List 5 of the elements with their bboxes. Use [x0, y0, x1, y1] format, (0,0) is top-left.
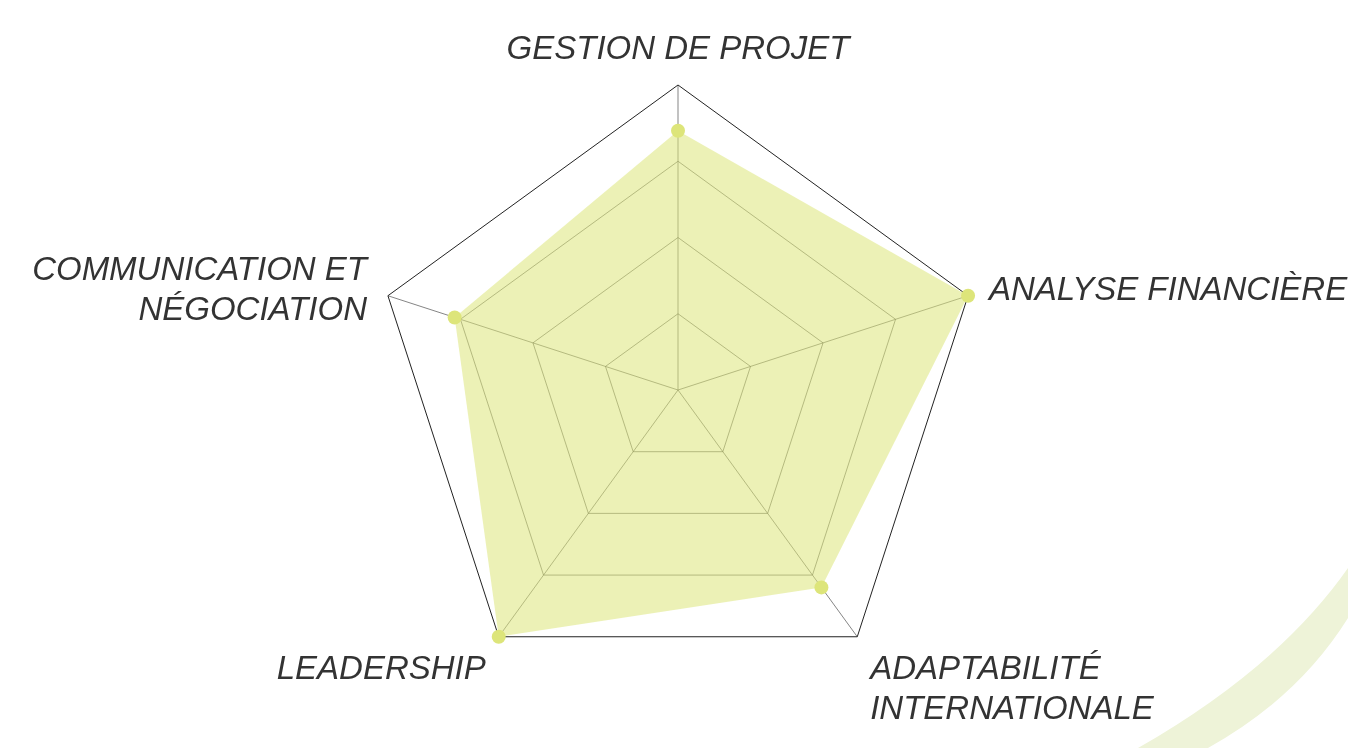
spoke-label: ADAPTABILITÉ INTERNATIONALE — [868, 648, 1155, 726]
spoke-label: ANALYSE FINANCIÈRE — [987, 269, 1349, 307]
spoke-label: GESTION DE PROJET — [506, 29, 853, 66]
spoke-label: LEADERSHIP — [276, 648, 486, 686]
spoke-label: COMMUNICATION ET NÉGOCIATION — [32, 249, 370, 327]
